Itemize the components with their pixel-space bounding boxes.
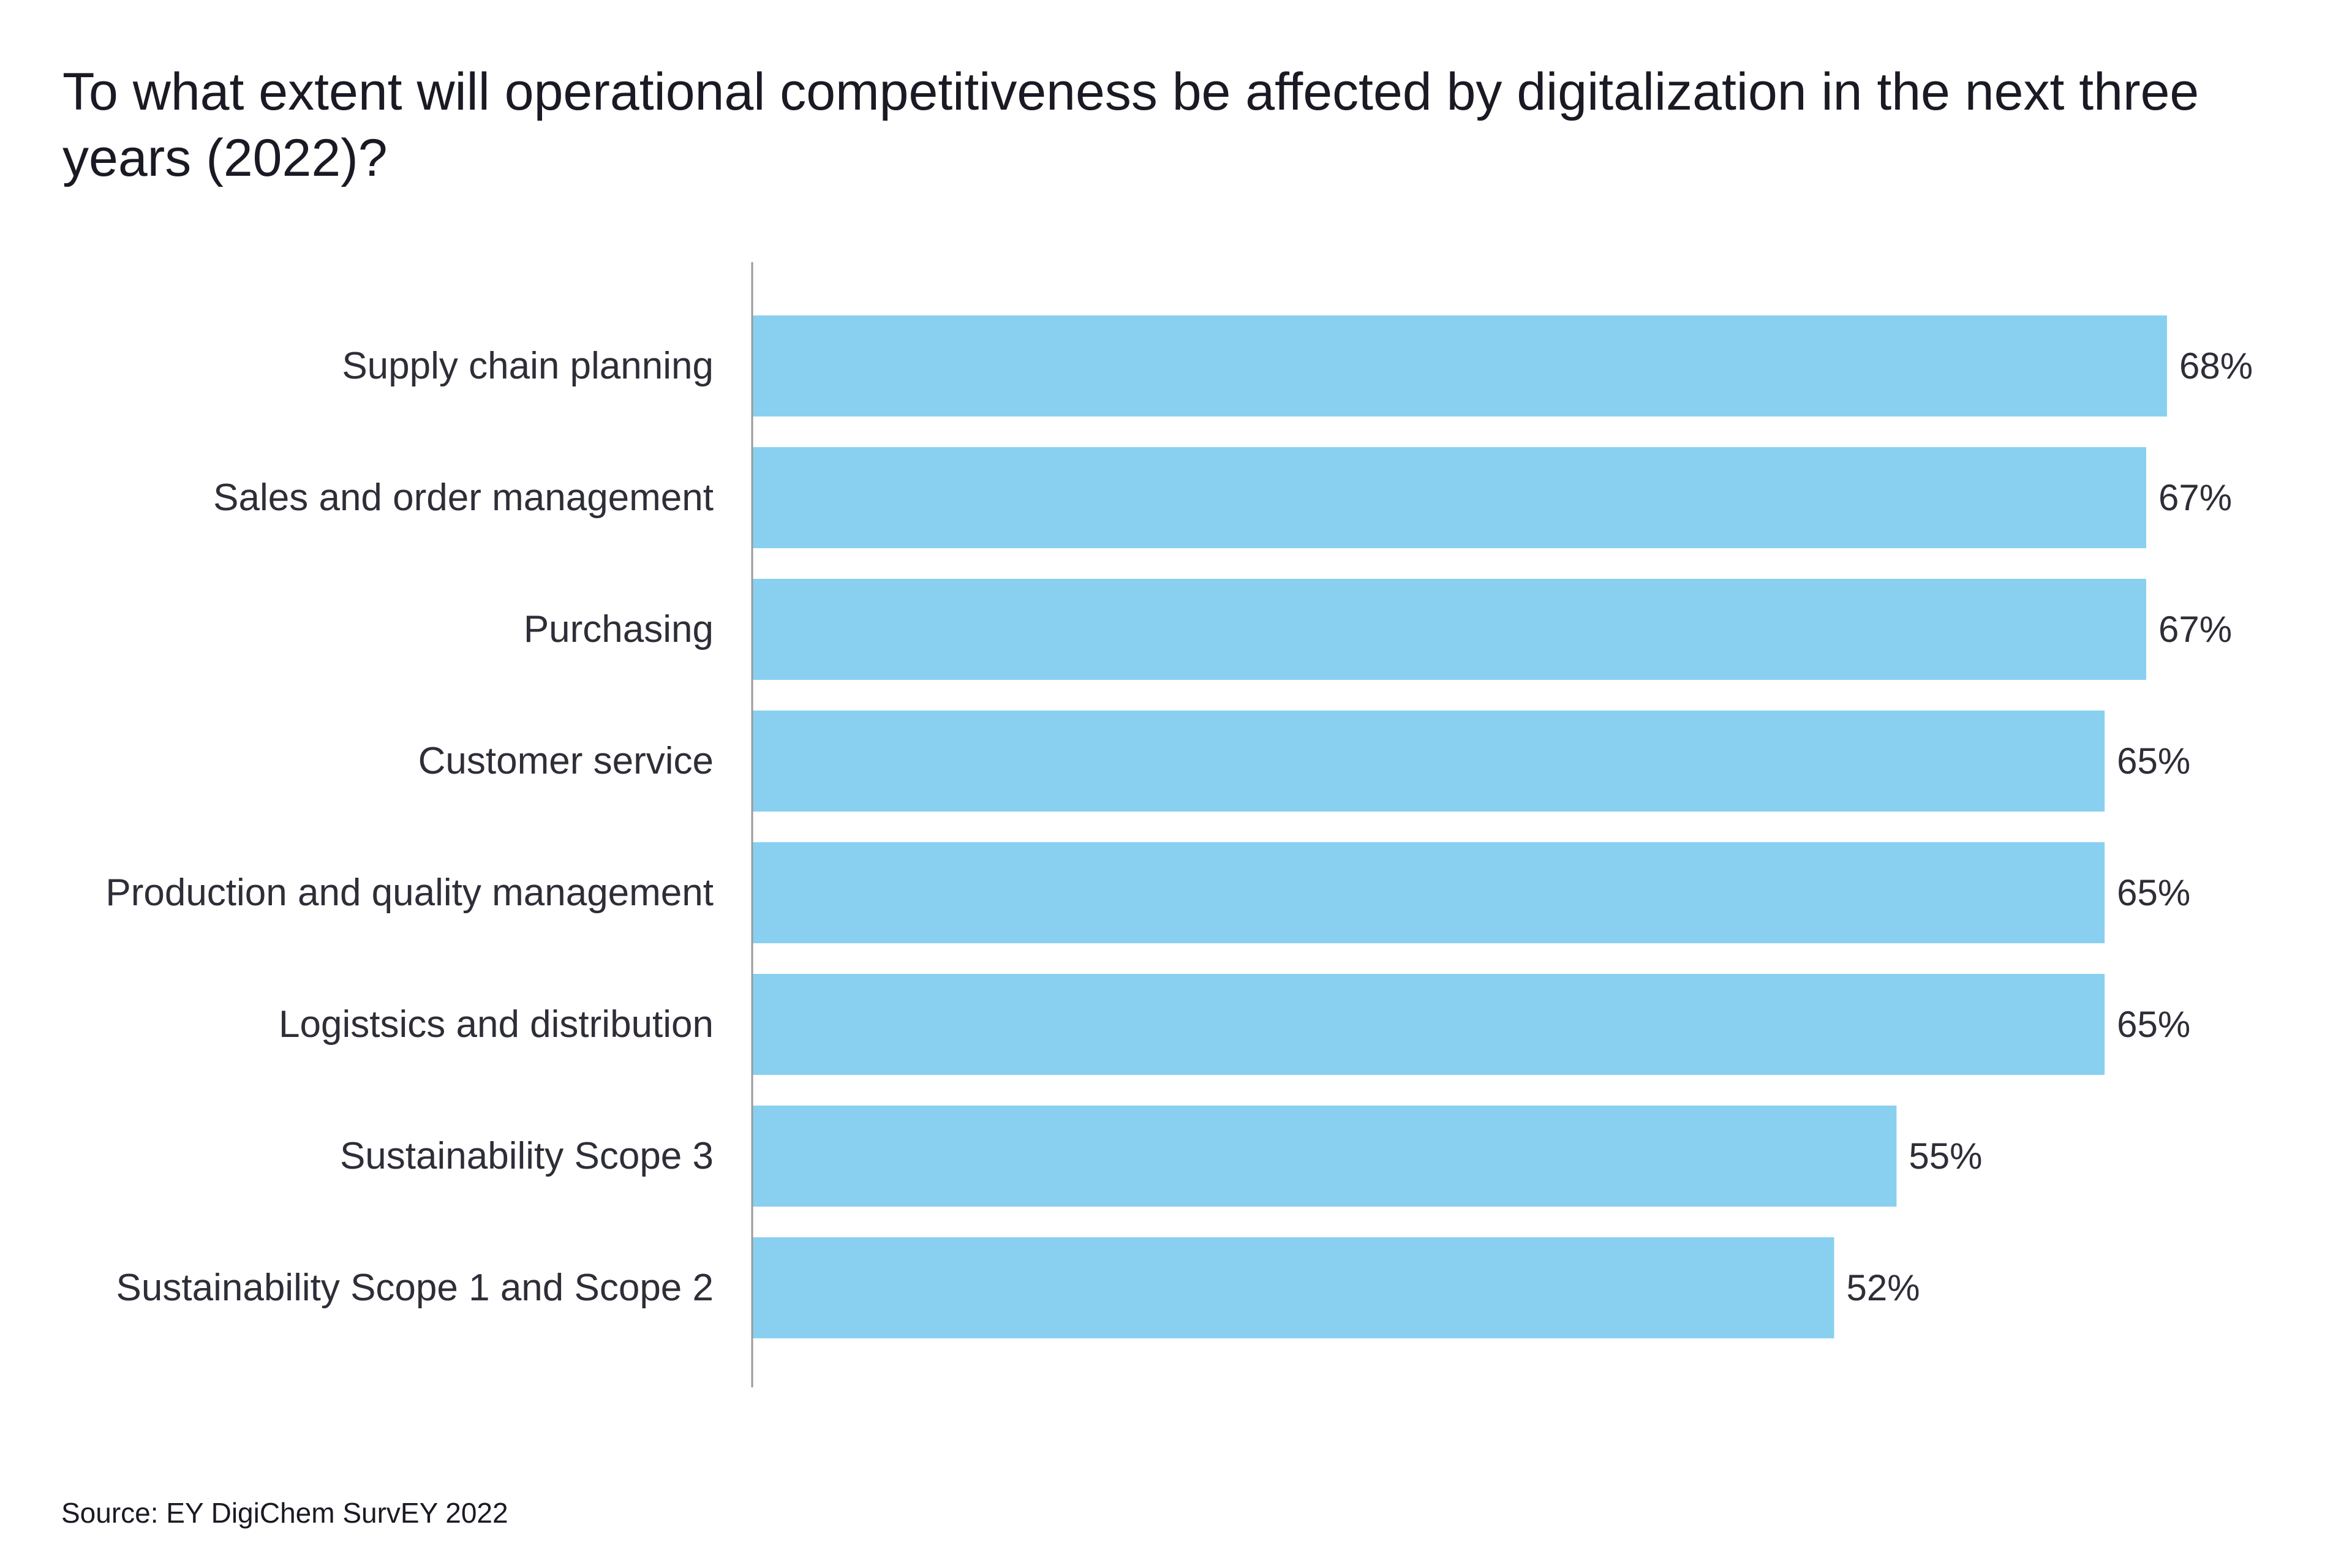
category-label: Sales and order management [213,477,714,519]
value-label: 67% [2158,609,2232,650]
bar [752,447,2147,548]
value-label: 67% [2158,477,2232,518]
bar [752,710,2105,812]
bar [752,315,2167,417]
value-label: 52% [1846,1267,1920,1308]
category-label: Sustainability Scope 1 and Scope 2 [116,1267,714,1309]
value-label: 55% [1909,1136,1982,1177]
category-label: Supply chain planning [342,345,714,387]
bar [752,1106,1897,1207]
category-label: Logistsics and distribution [279,1003,714,1046]
bar [752,1237,1834,1338]
value-label: 65% [2117,741,2190,782]
value-label: 65% [2117,872,2190,913]
chart-source: Source: EY DigiChem SurvEY 2022 [61,1497,508,1529]
category-label: Sustainability Scope 3 [340,1135,714,1177]
bar [752,579,2147,680]
bar [752,974,2105,1075]
category-label: Customer service [418,740,714,782]
value-label: 65% [2117,1004,2190,1045]
category-label: Production and quality management [105,872,714,914]
value-label: 68% [2179,345,2253,386]
chart-title: To what extent will operational competit… [62,62,2199,187]
category-label: Purchasing [524,608,714,650]
bar [752,842,2105,943]
